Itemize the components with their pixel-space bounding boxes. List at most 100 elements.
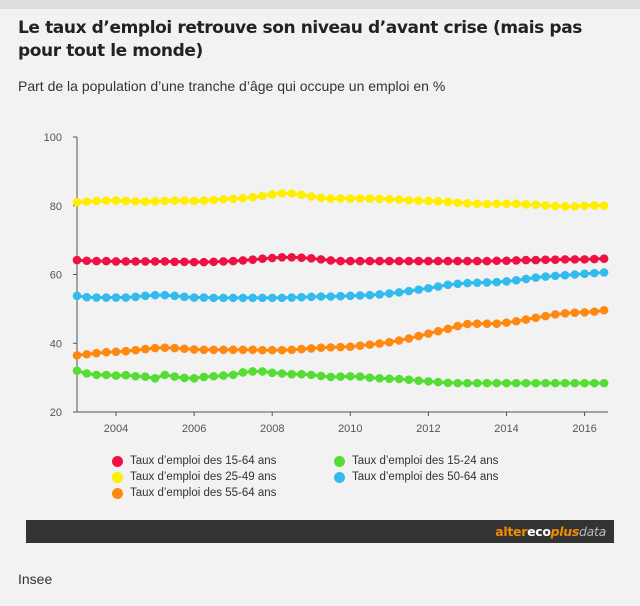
data-point xyxy=(521,274,531,284)
data-point xyxy=(560,378,570,388)
data-point xyxy=(424,377,433,386)
data-point xyxy=(248,293,257,303)
data-point xyxy=(238,345,248,355)
x-tick-label: 2004 xyxy=(104,423,128,435)
data-point xyxy=(199,257,209,267)
data-point xyxy=(443,324,453,334)
data-point xyxy=(346,371,355,381)
data-point xyxy=(570,308,580,317)
data-point xyxy=(287,189,297,198)
data-point xyxy=(248,367,257,376)
data-point xyxy=(267,253,277,263)
data-point xyxy=(121,196,131,206)
data-point xyxy=(82,292,92,302)
data-point xyxy=(482,199,492,209)
data-point xyxy=(209,345,218,355)
legend-item-55-64: Taux d’emploi des 55-64 ans xyxy=(112,485,276,501)
data-point xyxy=(121,370,131,380)
data-point xyxy=(258,367,267,376)
data-point xyxy=(502,199,511,208)
data-point xyxy=(385,374,394,383)
data-point xyxy=(297,344,306,354)
data-point xyxy=(141,344,150,354)
data-point xyxy=(394,195,404,204)
data-point xyxy=(394,256,404,266)
brand-logo: alterecoplusdata xyxy=(495,524,606,539)
data-point xyxy=(560,270,570,280)
data-point xyxy=(414,285,423,294)
data-point xyxy=(346,342,355,351)
data-point xyxy=(160,257,170,266)
data-point xyxy=(433,196,443,206)
series-4 xyxy=(72,305,609,360)
legend-item-50-64: Taux d’emploi des 50-64 ans xyxy=(334,469,498,485)
data-point xyxy=(131,196,140,206)
data-point xyxy=(492,256,502,266)
data-point xyxy=(209,257,218,267)
data-point xyxy=(228,345,238,355)
data-point xyxy=(72,366,82,376)
data-point xyxy=(248,255,257,265)
data-point xyxy=(521,255,531,265)
data-point xyxy=(453,378,462,388)
data-point xyxy=(326,372,336,382)
x-tick-label: 2010 xyxy=(338,423,362,435)
data-point xyxy=(570,202,580,211)
data-point xyxy=(141,372,150,381)
data-point xyxy=(92,196,101,206)
data-point xyxy=(521,315,531,324)
data-point xyxy=(121,293,131,302)
data-point xyxy=(92,348,101,358)
data-point xyxy=(531,200,541,210)
series-3 xyxy=(72,268,609,303)
data-point xyxy=(355,341,365,350)
data-point xyxy=(365,256,375,266)
chart-plot-area xyxy=(72,189,609,388)
data-point xyxy=(463,278,472,288)
data-point xyxy=(82,349,92,359)
data-point xyxy=(170,257,179,267)
legend-swatch-15-24 xyxy=(334,455,345,467)
data-point xyxy=(131,292,140,302)
data-point xyxy=(219,293,228,303)
data-point xyxy=(267,345,277,355)
data-point xyxy=(336,372,345,381)
x-tick-label: 2008 xyxy=(260,423,284,435)
data-point xyxy=(267,190,277,199)
data-point xyxy=(482,278,492,287)
data-point xyxy=(492,199,502,208)
data-point xyxy=(101,347,111,357)
data-point xyxy=(336,342,345,352)
data-point xyxy=(346,291,355,301)
source-note: Insee xyxy=(18,571,53,587)
data-point xyxy=(541,201,550,210)
data-point xyxy=(599,268,609,277)
data-point xyxy=(150,290,160,300)
data-point xyxy=(580,255,589,264)
data-point xyxy=(424,329,433,338)
data-point xyxy=(141,257,150,266)
data-point xyxy=(287,345,297,355)
data-point xyxy=(375,339,384,348)
data-point xyxy=(463,256,472,266)
data-point xyxy=(297,369,306,379)
data-point xyxy=(385,256,394,266)
data-point xyxy=(404,195,414,205)
chart-axes: 20 40 60 80 100 2004 2006 2008 2010 2012 2014 2016 xyxy=(44,132,608,435)
data-point xyxy=(219,345,228,355)
data-point xyxy=(189,257,199,267)
data-point xyxy=(111,371,121,380)
data-point xyxy=(306,254,316,263)
data-point xyxy=(443,378,453,388)
data-point xyxy=(463,319,472,329)
legend-item-15-64: Taux d’emploi des 15-64 ans xyxy=(112,453,276,469)
data-point xyxy=(150,257,160,266)
x-tick-label: 2012 xyxy=(416,423,440,435)
data-point xyxy=(404,334,414,343)
data-point xyxy=(131,345,140,355)
legend-item-15-24: Taux d’emploi des 15-24 ans xyxy=(334,453,498,469)
y-tick-label: 20 xyxy=(50,407,62,419)
data-point xyxy=(365,373,375,382)
data-point xyxy=(238,193,248,203)
data-point xyxy=(492,319,502,328)
